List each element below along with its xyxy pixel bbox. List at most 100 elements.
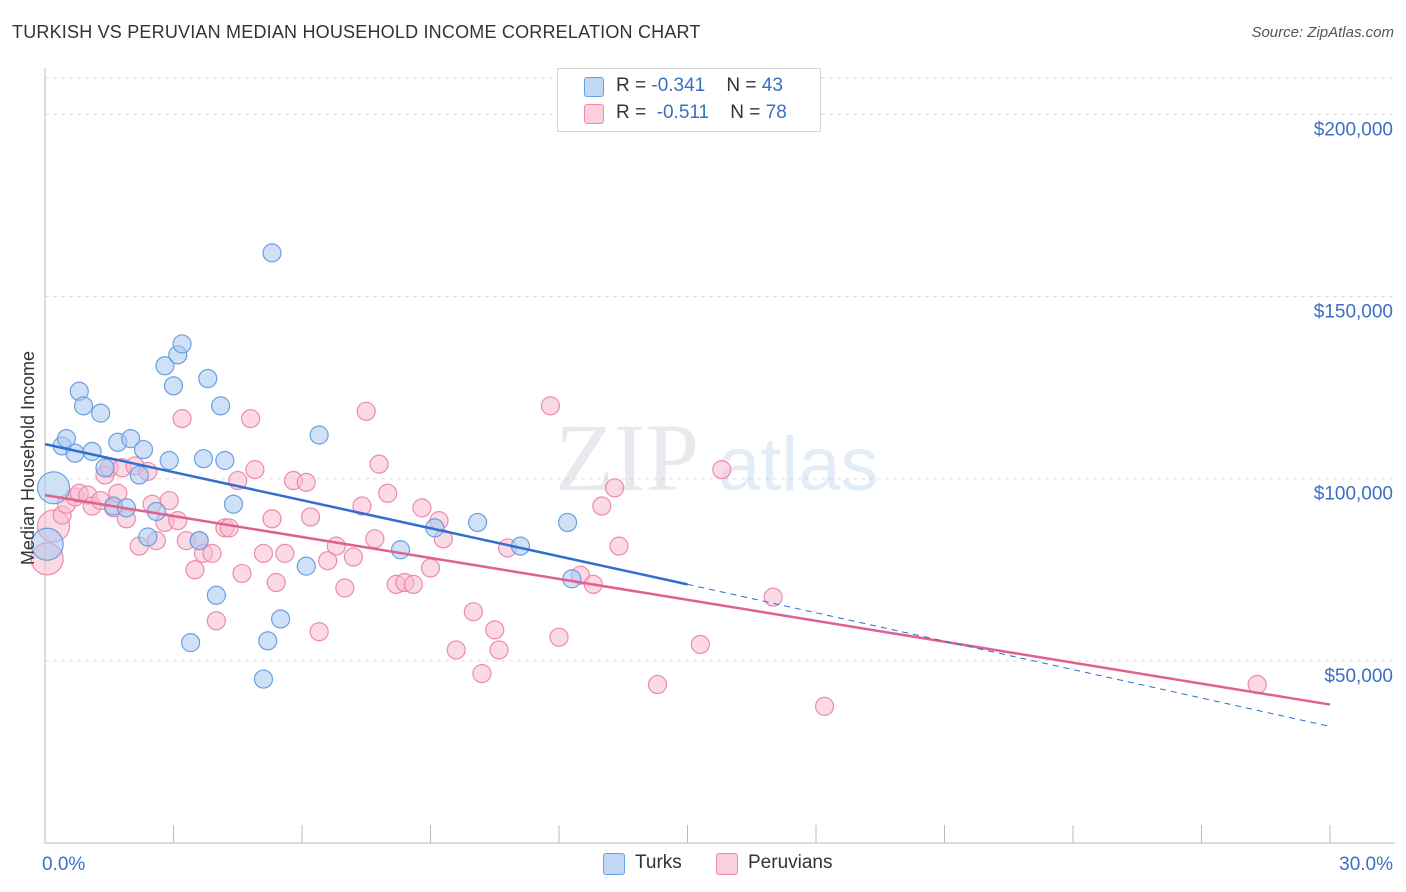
x-tick-label-min: 0.0% [42, 854, 85, 875]
turks-point [129, 465, 149, 485]
turks-legend-swatch [603, 853, 625, 875]
turks-point [159, 450, 179, 471]
peruvians-point [206, 611, 226, 631]
turks-n-value: 43 [761, 75, 783, 96]
peruvians-legend-label: Peruvians [748, 852, 833, 873]
peruvians-point [446, 640, 466, 660]
peruvians-trend-line [44, 493, 1331, 706]
watermark: ZIP atlas [555, 404, 879, 511]
peruvians-point [266, 572, 286, 593]
peruvians-point [412, 498, 432, 518]
turks-point [253, 669, 274, 689]
turks-point [468, 512, 488, 533]
turks-point [223, 494, 244, 514]
peruvians-point [296, 472, 316, 492]
turks-point [82, 441, 102, 461]
axes [44, 68, 1395, 844]
peruvians-point [463, 602, 483, 622]
turks-point [133, 439, 154, 460]
peruvians-point [172, 409, 192, 429]
peruvians-point [219, 518, 239, 538]
peruvians-point [241, 409, 261, 429]
peruvians-point [300, 507, 321, 527]
source-label: Source: ZipAtlas.com [1251, 24, 1394, 41]
peruvians-point [326, 536, 346, 556]
y-tick-label: $200,000 [1314, 119, 1393, 140]
turks-trend-line [44, 442, 688, 586]
turks-point [193, 449, 214, 469]
x-tick-label-max: 30.0% [1339, 854, 1393, 875]
peruvians-point [647, 674, 668, 695]
turks-trend-extension [687, 583, 1331, 727]
peruvians-point [369, 454, 389, 474]
turks-legend-label: Turks [635, 852, 682, 873]
peruvians-point [814, 696, 835, 716]
peruvians-point [605, 478, 625, 498]
y-tick-label: $150,000 [1314, 302, 1393, 323]
peruvians-point [168, 511, 188, 531]
peruvians-point [763, 587, 783, 607]
turks-points [30, 243, 582, 689]
peruvians-point [232, 563, 252, 584]
peruvians-points [30, 396, 1267, 716]
peruvians-point [592, 496, 612, 516]
peruvians-point [485, 620, 505, 640]
turks-point [155, 356, 175, 376]
y-tick-label: $100,000 [1314, 484, 1393, 505]
peruvians-point [690, 634, 710, 655]
peruvians-point [245, 460, 265, 480]
peruvians-point [275, 543, 295, 563]
turks-point [95, 458, 115, 478]
peruvians-legend-swatch [716, 853, 738, 875]
watermark-atlas: atlas [718, 422, 879, 507]
peruvians-point [262, 509, 282, 529]
turks-point [258, 631, 278, 651]
turks-point [215, 450, 235, 471]
tick-labels: $50,000 $100,000 $150,000 $200,000 0.0% 30.0% [42, 119, 1393, 875]
turks-r-value: -0.341 [651, 75, 706, 96]
turks-point [198, 368, 218, 389]
turks-point [309, 425, 329, 445]
peruvians-point [253, 543, 274, 563]
peruvians-point [202, 543, 222, 563]
turks-point [189, 531, 209, 551]
y-tick-label: $50,000 [1324, 666, 1393, 687]
turks-point [206, 585, 226, 605]
peruvians-point [318, 551, 338, 571]
stats-legend: R = -0.341 N = 43 R = -0.511 N = 78 [557, 68, 821, 132]
turks-point [138, 527, 158, 547]
watermark-zip: ZIP [555, 404, 699, 511]
peruvians-point [712, 460, 732, 480]
peruvians-point [403, 574, 423, 594]
peruvians-r-label: R = [616, 102, 652, 123]
turks-point [557, 512, 578, 533]
peruvians-point [309, 622, 329, 642]
peruvians-point [352, 496, 372, 516]
peruvians-point [159, 490, 179, 511]
peruvians-n-value: 78 [765, 102, 787, 123]
peruvians-point [378, 483, 398, 503]
peruvians-point [549, 627, 569, 647]
turks-point [270, 609, 291, 629]
turks-point [91, 403, 111, 423]
turks-point [296, 556, 316, 576]
peruvians-n-label: N = [730, 102, 766, 123]
turks-point [172, 334, 192, 354]
peruvians-point [540, 396, 561, 416]
chart-title: TURKISH VS PERUVIAN MEDIAN HOUSEHOLD INC… [12, 22, 701, 42]
turks-point [390, 540, 411, 560]
peruvians-point [609, 536, 629, 556]
turks-point [30, 527, 64, 561]
turks-swatch [584, 77, 604, 97]
turks-point [73, 396, 94, 416]
peruvians-point [185, 560, 205, 580]
peruvians-point [335, 578, 355, 598]
peruvians-point [489, 640, 509, 660]
peruvians-point [420, 558, 441, 578]
peruvians-r-value: -0.511 [656, 102, 710, 123]
peruvians-point [343, 547, 363, 567]
turks-point [181, 633, 201, 653]
peruvians-point [472, 664, 492, 684]
turks-point [211, 396, 231, 416]
